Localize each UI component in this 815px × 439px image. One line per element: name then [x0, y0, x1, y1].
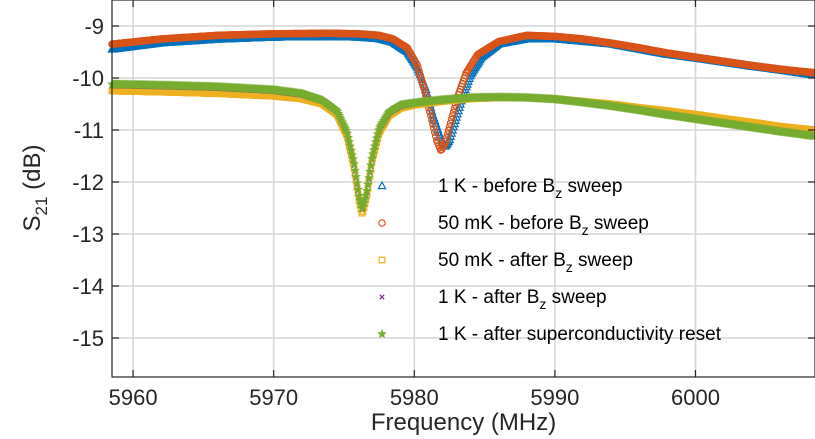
legend-entry: 50 mK - before Bz sweep — [378, 213, 649, 238]
x-axis-label: Frequency (MHz) — [371, 409, 556, 436]
legend-label-text: 1 K - before B — [438, 176, 555, 197]
legend-marker — [377, 180, 387, 190]
y-axis-label: S21 (dB) — [19, 145, 51, 232]
data-point — [427, 112, 435, 120]
data-point — [415, 67, 423, 76]
data-point — [363, 179, 373, 189]
legend-label-suffix: sweep — [573, 250, 633, 271]
y-axis-label-main: S — [19, 215, 46, 231]
data-point — [441, 137, 450, 146]
data-point — [349, 159, 359, 169]
data-point — [352, 178, 362, 188]
legend-entry: 1 K - before Bz sweep — [377, 176, 622, 201]
legend-label-text: 1 K - after superconductivity reset — [438, 324, 722, 345]
y-tick-label: -14 — [72, 274, 104, 299]
legend-label-suffix: sweep — [589, 213, 649, 234]
legend-label-suffix: sweep — [562, 176, 622, 197]
legend-label-text: 50 mK - before B — [438, 213, 582, 234]
legend-marker — [378, 256, 386, 264]
data-point — [444, 126, 453, 135]
data-point — [429, 120, 437, 128]
axis-ticks: 5960 5970 5980 5990 6000 -15 -14 -13 -12 -11 -10 -9 — [72, 0, 815, 410]
legend-label-subscript: z — [566, 259, 573, 275]
data-layer — [107, 29, 815, 217]
x-tick-label: 6000 — [671, 385, 720, 410]
legend-entry: 1 K - after Bz sweep — [379, 287, 607, 312]
x-tick-label: 5990 — [530, 385, 579, 410]
legend-label: 50 mK - after Bz sweep — [438, 250, 633, 275]
legend-label-subscript: z — [555, 185, 562, 201]
y-tick-label: -15 — [72, 326, 104, 351]
data-point — [446, 119, 455, 128]
data-point — [448, 112, 457, 120]
data-point — [416, 71, 424, 79]
plot-frame — [111, 0, 815, 378]
data-point — [447, 115, 456, 124]
data-point — [420, 84, 428, 92]
legend-entry: 50 mK - after Bz sweep — [378, 250, 633, 275]
legend-label: 1 K - after superconductivity reset — [438, 324, 722, 345]
y-tick-label: -12 — [72, 170, 104, 195]
data-point — [351, 171, 361, 181]
y-axis-label-subscript: 21 — [32, 197, 51, 216]
data-point — [419, 80, 427, 89]
x-tick-label: 5980 — [390, 385, 439, 410]
plot-background — [112, 0, 815, 377]
legend-marker — [377, 328, 387, 339]
data-point — [417, 74, 425, 82]
y-axis-label-unit: (dB) — [19, 145, 46, 197]
legend-entry: 1 K - after superconductivity reset — [377, 324, 722, 345]
y-tick-label: -13 — [72, 222, 104, 247]
legend-label: 1 K - before Bz sweep — [438, 176, 622, 201]
data-point — [414, 64, 422, 73]
data-point — [364, 172, 374, 183]
data-point — [366, 160, 376, 170]
legend-label-suffix: sweep — [546, 287, 606, 308]
legend-label: 1 K - after Bz sweep — [438, 287, 607, 312]
y-tick-label: -9 — [84, 14, 104, 39]
legend-label-subscript: z — [539, 296, 546, 312]
data-point — [361, 190, 371, 200]
series-4 — [107, 79, 815, 213]
data-point — [362, 185, 372, 195]
data-point — [418, 77, 426, 86]
data-point — [443, 130, 452, 138]
data-point — [348, 154, 358, 164]
data-point — [442, 134, 451, 142]
data-point — [421, 88, 429, 96]
legend-label: 50 mK - before Bz sweep — [438, 213, 649, 238]
legend-marker — [379, 294, 385, 300]
legend-marker — [378, 219, 386, 227]
data-point — [431, 128, 439, 137]
data-point — [450, 104, 459, 113]
data-point — [350, 165, 360, 175]
data-point — [365, 166, 375, 176]
x-tick-label: 5960 — [109, 385, 158, 410]
data-point — [445, 123, 454, 131]
legend-label-text: 1 K - after B — [438, 287, 539, 308]
legend-label-subscript: z — [582, 222, 589, 238]
data-point — [353, 184, 363, 194]
data-point — [413, 61, 421, 69]
series-1 — [108, 29, 815, 154]
data-point — [449, 108, 458, 117]
data-point — [428, 116, 436, 124]
data-point — [426, 108, 434, 116]
x-tick-label: 5970 — [249, 385, 298, 410]
y-tick-label: -10 — [72, 66, 104, 91]
data-point — [430, 124, 438, 132]
legend-label-text: 50 mK - after B — [438, 250, 566, 271]
data-point — [432, 132, 440, 141]
y-tick-label: -11 — [74, 118, 104, 143]
